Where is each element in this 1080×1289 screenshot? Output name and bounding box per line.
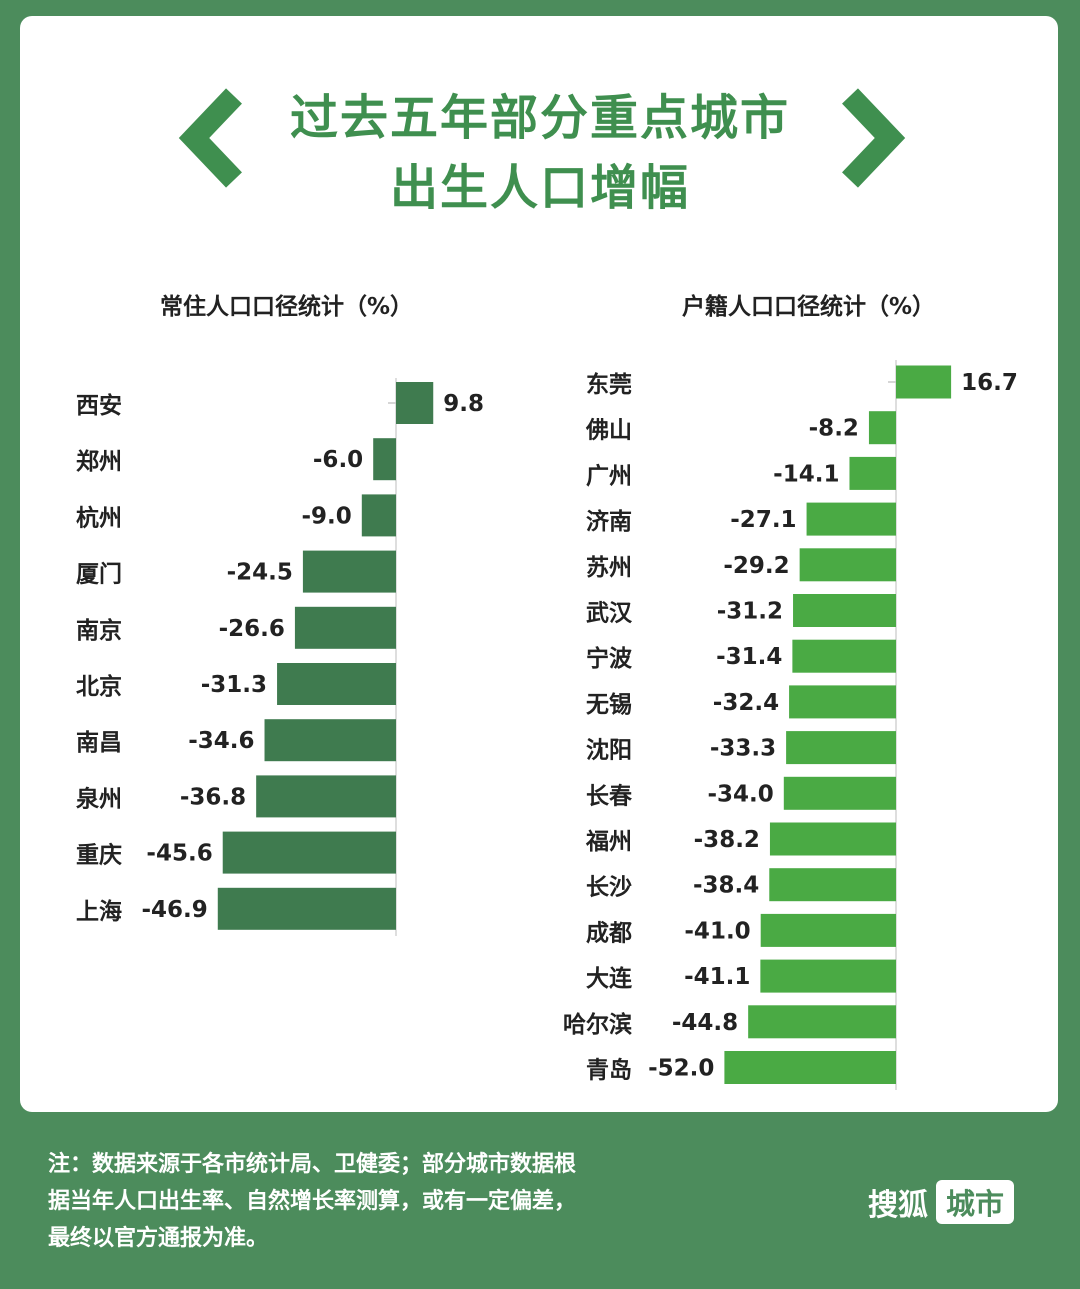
left-value-label-9: -46.9 <box>141 897 207 923</box>
left-category-label-6: 南昌 <box>76 730 122 756</box>
right-bar-0 <box>896 365 952 399</box>
right-value-label-0: 16.7 <box>961 370 1018 396</box>
right-bar-2 <box>849 456 896 490</box>
brand-tag: 城市 <box>936 1180 1015 1224</box>
left-bar-2 <box>361 494 396 537</box>
right-value-label-14: -44.8 <box>672 1010 738 1036</box>
right-category-label-5: 武汉 <box>586 601 633 627</box>
right-value-label-6: -31.4 <box>716 644 782 670</box>
right-value-label-10: -38.2 <box>694 827 760 853</box>
right-value-label-9: -34.0 <box>708 781 774 807</box>
left-bar-6 <box>264 719 396 762</box>
right-value-label-2: -14.1 <box>773 461 839 487</box>
left-value-label-1: -6.0 <box>313 447 363 473</box>
right-category-label-3: 济南 <box>586 508 632 535</box>
right-bar-13 <box>760 959 896 993</box>
right-category-label-6: 宁波 <box>586 645 633 672</box>
left-bar-7 <box>256 775 396 818</box>
right-value-label-1: -8.2 <box>809 416 859 442</box>
right-category-label-4: 苏州 <box>586 555 632 581</box>
chart-title-line-1: 过去五年部分重点城市 <box>289 90 790 146</box>
brand-name: 搜狐 <box>868 1188 928 1223</box>
source-note-line-1: 注：数据来源于各市统计局、卫健委；部分城市数据根 <box>48 1152 577 1177</box>
right-value-label-12: -41.0 <box>684 918 750 944</box>
right-category-label-13: 大连 <box>586 965 633 992</box>
left-bar-8 <box>222 831 396 874</box>
source-note-line-2: 据当年人口出生率、自然增长率测算，或有一定偏差， <box>48 1189 577 1214</box>
right-category-label-15: 青岛 <box>586 1057 632 1084</box>
left-category-label-3: 厦门 <box>76 561 122 588</box>
left-category-label-8: 重庆 <box>76 842 122 869</box>
right-category-label-9: 长春 <box>586 783 633 809</box>
right-value-label-5: -31.2 <box>717 599 783 625</box>
right-value-label-11: -38.4 <box>693 873 759 899</box>
left-bar-5 <box>277 663 396 705</box>
left-value-label-2: -9.0 <box>302 503 352 529</box>
left-bar-1 <box>373 438 396 481</box>
right-bar-6 <box>792 639 896 673</box>
right-category-label-10: 福州 <box>585 829 632 855</box>
right-bar-11 <box>769 868 896 902</box>
left-chart-subtitle: 常住人口口径统计（%） <box>160 294 414 320</box>
right-bar-9 <box>783 776 896 810</box>
right-value-label-4: -29.2 <box>723 553 789 579</box>
right-category-label-8: 沈阳 <box>586 738 632 764</box>
chevron-right-icon <box>842 88 906 188</box>
right-category-label-14: 哈尔滨 <box>563 1011 632 1038</box>
source-note-line-3: 最终以官方通报为准。 <box>48 1226 269 1251</box>
brand-logo: 搜狐 城市 <box>868 1180 1015 1224</box>
right-category-label-11: 长沙 <box>586 875 632 901</box>
chevron-left-icon <box>178 88 242 188</box>
right-bar-12 <box>760 913 896 947</box>
right-bar-7 <box>789 685 896 719</box>
left-category-label-0: 西安 <box>76 392 122 419</box>
right-value-label-7: -32.4 <box>713 690 779 716</box>
right-category-label-12: 成都 <box>586 920 632 946</box>
left-value-label-6: -34.6 <box>188 728 254 754</box>
right-category-label-7: 无锡 <box>586 692 632 718</box>
left-category-label-5: 北京 <box>76 673 122 700</box>
left-category-label-2: 杭州 <box>76 504 122 531</box>
right-value-label-8: -33.3 <box>710 736 776 762</box>
bar-charts: 9.8 西安 -6.0 郑州 -9.0 杭州 -24.5 厦门 -26.6 南京 -31.3 北京 -3… <box>76 360 1018 1090</box>
left-value-label-7: -36.8 <box>180 784 246 810</box>
source-note: 注：数据来源于各市统计局、卫健委；部分城市数据根 据当年人口出生率、自然增长率测… <box>48 1146 728 1257</box>
left-value-label-5: -31.3 <box>201 672 267 698</box>
left-bar-9 <box>217 887 396 930</box>
right-value-label-3: -27.1 <box>730 507 796 533</box>
right-chart-subtitle: 户籍人口口径统计（%） <box>682 294 936 320</box>
right-bar-8 <box>786 731 896 765</box>
right-bar-15 <box>724 1051 896 1084</box>
left-bar-4 <box>294 606 396 649</box>
right-bar-14 <box>748 1005 896 1039</box>
left-bar-0 <box>396 382 434 424</box>
left-value-label-4: -26.6 <box>219 616 285 642</box>
right-bar-10 <box>769 822 896 856</box>
left-bar-3 <box>302 550 396 593</box>
left-category-label-7: 泉州 <box>76 785 122 812</box>
left-category-label-1: 郑州 <box>76 449 122 475</box>
left-value-label-0: 9.8 <box>443 391 484 417</box>
right-bar-5 <box>793 594 896 627</box>
right-category-label-1: 佛山 <box>585 418 632 444</box>
right-value-label-13: -41.1 <box>684 964 750 990</box>
right-category-label-0: 东莞 <box>586 371 632 398</box>
left-category-label-9: 上海 <box>76 898 122 925</box>
right-value-label-15: -52.0 <box>648 1056 714 1082</box>
right-bar-1 <box>868 411 896 445</box>
chart-title-line-2: 出生人口增幅 <box>389 160 690 216</box>
right-bar-4 <box>799 548 896 582</box>
left-value-label-8: -45.6 <box>146 841 212 867</box>
right-bar-3 <box>806 502 896 536</box>
left-category-label-4: 南京 <box>76 617 122 644</box>
left-value-label-3: -24.5 <box>227 560 293 586</box>
right-category-label-2: 广州 <box>586 462 632 489</box>
